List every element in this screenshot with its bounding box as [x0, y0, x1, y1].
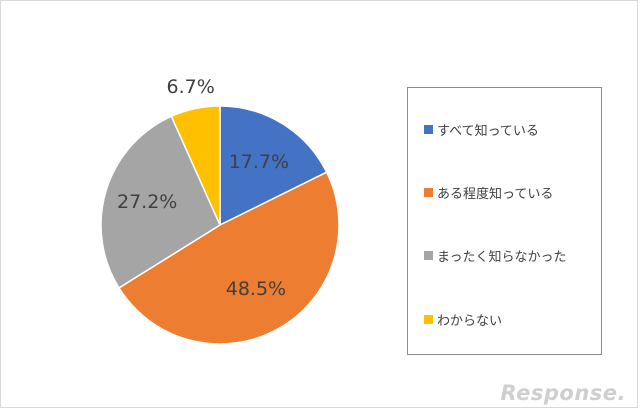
legend-label: まったく知らなかった: [437, 249, 567, 265]
legend: すべて知っている ある程度知っている まったく知らなかった わからない: [407, 87, 602, 355]
legend-item-all-known: すべて知っている: [424, 119, 539, 139]
legend-item-somewhat-known: ある程度知っている: [424, 182, 553, 202]
data-label: 48.5%: [226, 278, 286, 300]
data-label: 6.7%: [167, 76, 215, 98]
legend-label: ある程度知っている: [437, 186, 554, 202]
legend-label: すべて知っている: [437, 123, 539, 139]
data-label: 17.7%: [229, 151, 289, 173]
response-logo: Response.: [500, 381, 626, 405]
legend-item-unknown: わからない: [424, 309, 502, 329]
legend-swatch: [424, 314, 433, 324]
data-label: 27.2%: [117, 191, 177, 213]
legend-swatch: [424, 124, 433, 134]
legend-swatch: [424, 250, 433, 260]
legend-label: わからない: [437, 313, 503, 329]
legend-item-not-known: まったく知らなかった: [424, 245, 566, 265]
slice-all-known: [219, 105, 328, 227]
slice-somewhat-known: [117, 171, 340, 345]
slice-unknown: [170, 105, 221, 226]
legend-swatch: [424, 187, 433, 197]
